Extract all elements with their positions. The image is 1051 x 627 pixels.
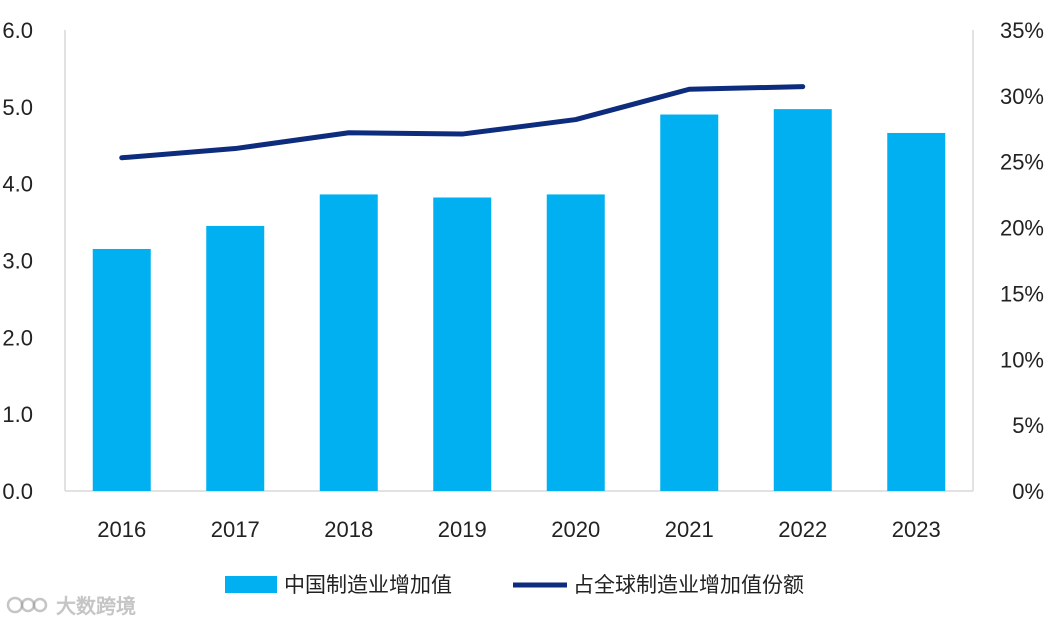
x-tick-label: 2016 — [97, 517, 146, 542]
right-tick-label: 5% — [1012, 413, 1044, 438]
right-tick-label: 10% — [1000, 347, 1044, 372]
bar-2021 — [660, 114, 719, 492]
left-tick-label: 2.0 — [2, 325, 33, 350]
right-tick-label: 0% — [1012, 479, 1044, 504]
bar-2022 — [773, 109, 832, 491]
right-tick-label: 15% — [1000, 281, 1044, 306]
bar-2019 — [433, 197, 492, 491]
x-tick-label: 2021 — [665, 517, 714, 542]
x-tick-label: 2018 — [324, 517, 373, 542]
x-tick-label: 2022 — [778, 517, 827, 542]
x-axis-ticks: 2016 2017 2018 2019 2020 2021 2022 2023 — [97, 517, 940, 542]
line-series — [119, 84, 806, 161]
bar-2020 — [546, 194, 605, 491]
left-tick-label: 6.0 — [2, 18, 33, 43]
left-tick-label: 3.0 — [2, 249, 33, 274]
logo-icon — [6, 596, 48, 613]
legend-line-label: 占全球制造业增加值份额 — [573, 573, 804, 597]
axes — [64, 30, 974, 492]
legend-bar-label: 中国制造业增加值 — [284, 573, 452, 597]
legend-bar-swatch — [225, 576, 277, 593]
x-tick-label: 2020 — [551, 517, 600, 542]
watermark-text: 大数跨境 — [56, 594, 136, 618]
legend: 中国制造业增加值 占全球制造业增加值份额 — [225, 573, 804, 597]
right-axis-ticks: 0% 5% 10% 15% 20% 25% 30% 35% — [1000, 18, 1044, 504]
left-tick-label: 4.0 — [2, 172, 33, 197]
right-tick-label: 25% — [1000, 150, 1044, 175]
bars — [92, 109, 946, 492]
left-tick-label: 0.0 — [2, 479, 33, 504]
right-tick-label: 35% — [1000, 18, 1044, 43]
right-tick-label: 30% — [1000, 84, 1044, 109]
x-tick-label: 2019 — [438, 517, 487, 542]
left-tick-label: 5.0 — [2, 95, 33, 120]
left-axis-ticks: 0.0 1.0 2.0 3.0 4.0 5.0 6.0 — [2, 18, 33, 504]
x-tick-label: 2017 — [211, 517, 260, 542]
watermark: 大数跨境 — [6, 590, 136, 619]
bar-2018 — [319, 194, 378, 491]
bar-2017 — [206, 225, 265, 492]
right-tick-label: 20% — [1000, 216, 1044, 241]
bar-2023 — [887, 132, 946, 491]
x-tick-label: 2023 — [892, 517, 941, 542]
bar-2016 — [92, 248, 151, 491]
left-tick-label: 1.0 — [2, 402, 33, 427]
